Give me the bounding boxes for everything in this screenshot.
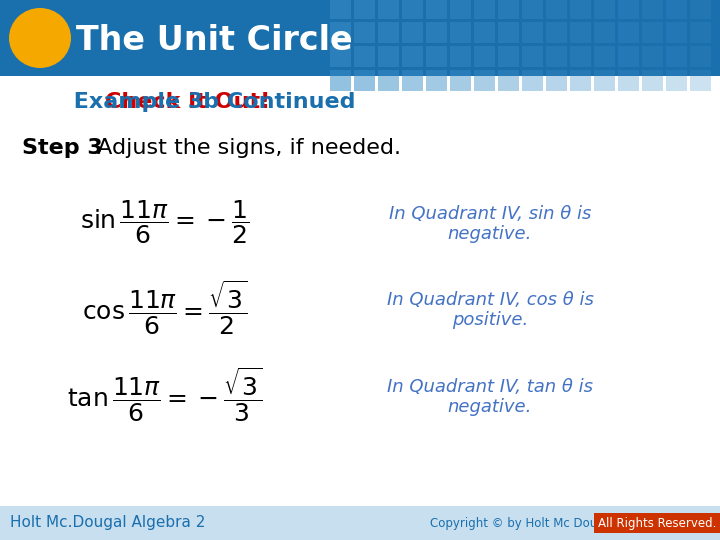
FancyBboxPatch shape <box>570 0 591 19</box>
Text: Holt Mc.Dougal Algebra 2: Holt Mc.Dougal Algebra 2 <box>10 516 205 530</box>
FancyBboxPatch shape <box>450 22 471 43</box>
FancyBboxPatch shape <box>0 0 720 76</box>
FancyBboxPatch shape <box>474 70 495 91</box>
FancyBboxPatch shape <box>522 46 543 67</box>
FancyBboxPatch shape <box>570 22 591 43</box>
FancyBboxPatch shape <box>546 70 567 91</box>
FancyBboxPatch shape <box>642 0 663 19</box>
Text: Adjust the signs, if needed.: Adjust the signs, if needed. <box>90 138 401 158</box>
FancyBboxPatch shape <box>0 506 720 540</box>
FancyBboxPatch shape <box>450 46 471 67</box>
FancyBboxPatch shape <box>594 70 615 91</box>
FancyBboxPatch shape <box>426 0 447 19</box>
FancyBboxPatch shape <box>594 22 615 43</box>
FancyBboxPatch shape <box>546 22 567 43</box>
FancyBboxPatch shape <box>402 46 423 67</box>
FancyBboxPatch shape <box>330 46 351 67</box>
Text: In Quadrant IV, sin θ is: In Quadrant IV, sin θ is <box>389 205 591 223</box>
FancyBboxPatch shape <box>378 46 399 67</box>
FancyBboxPatch shape <box>522 70 543 91</box>
FancyBboxPatch shape <box>426 22 447 43</box>
FancyBboxPatch shape <box>546 46 567 67</box>
FancyBboxPatch shape <box>642 46 663 67</box>
Text: Copyright © by Holt Mc Dougal.: Copyright © by Holt Mc Dougal. <box>430 516 623 530</box>
FancyBboxPatch shape <box>354 46 375 67</box>
FancyBboxPatch shape <box>474 0 495 19</box>
FancyBboxPatch shape <box>690 22 711 43</box>
FancyBboxPatch shape <box>570 46 591 67</box>
FancyBboxPatch shape <box>618 0 639 19</box>
FancyBboxPatch shape <box>474 22 495 43</box>
FancyBboxPatch shape <box>402 70 423 91</box>
FancyBboxPatch shape <box>378 0 399 19</box>
FancyBboxPatch shape <box>378 22 399 43</box>
FancyBboxPatch shape <box>498 70 519 91</box>
Text: The Unit Circle: The Unit Circle <box>76 24 353 57</box>
FancyBboxPatch shape <box>354 0 375 19</box>
FancyBboxPatch shape <box>450 70 471 91</box>
FancyBboxPatch shape <box>402 0 423 19</box>
FancyBboxPatch shape <box>666 22 687 43</box>
FancyBboxPatch shape <box>498 22 519 43</box>
FancyBboxPatch shape <box>690 0 711 19</box>
FancyBboxPatch shape <box>498 46 519 67</box>
FancyBboxPatch shape <box>330 70 351 91</box>
FancyBboxPatch shape <box>426 46 447 67</box>
Text: $\mathrm{cos}\,\dfrac{11\pi}{6} = \dfrac{\sqrt{3}}{2}$: $\mathrm{cos}\,\dfrac{11\pi}{6} = \dfrac… <box>82 279 248 337</box>
FancyBboxPatch shape <box>690 70 711 91</box>
FancyBboxPatch shape <box>642 70 663 91</box>
FancyBboxPatch shape <box>618 22 639 43</box>
FancyBboxPatch shape <box>426 70 447 91</box>
FancyBboxPatch shape <box>474 46 495 67</box>
FancyBboxPatch shape <box>330 0 351 19</box>
FancyBboxPatch shape <box>522 0 543 19</box>
FancyBboxPatch shape <box>354 22 375 43</box>
FancyBboxPatch shape <box>354 70 375 91</box>
Text: negative.: negative. <box>448 398 532 416</box>
FancyBboxPatch shape <box>666 46 687 67</box>
FancyBboxPatch shape <box>546 0 567 19</box>
FancyBboxPatch shape <box>522 22 543 43</box>
FancyBboxPatch shape <box>594 0 615 19</box>
Text: In Quadrant IV, tan θ is: In Quadrant IV, tan θ is <box>387 378 593 396</box>
FancyBboxPatch shape <box>570 70 591 91</box>
FancyBboxPatch shape <box>594 46 615 67</box>
Text: Check It Out!: Check It Out! <box>105 92 270 112</box>
FancyBboxPatch shape <box>642 22 663 43</box>
Text: $\mathrm{sin}\,\dfrac{11\pi}{6} = -\dfrac{1}{2}$: $\mathrm{sin}\,\dfrac{11\pi}{6} = -\dfra… <box>81 198 250 246</box>
FancyBboxPatch shape <box>330 22 351 43</box>
Text: Step 3: Step 3 <box>22 138 103 158</box>
Text: positive.: positive. <box>452 311 528 329</box>
FancyBboxPatch shape <box>378 70 399 91</box>
Text: Example 3b Continued: Example 3b Continued <box>66 92 355 112</box>
FancyBboxPatch shape <box>690 46 711 67</box>
Text: $\mathrm{tan}\,\dfrac{11\pi}{6} = -\dfrac{\sqrt{3}}{3}$: $\mathrm{tan}\,\dfrac{11\pi}{6} = -\dfra… <box>68 366 263 424</box>
Text: All Rights Reserved.: All Rights Reserved. <box>598 516 716 530</box>
Text: In Quadrant IV, cos θ is: In Quadrant IV, cos θ is <box>387 291 593 309</box>
FancyBboxPatch shape <box>618 46 639 67</box>
FancyBboxPatch shape <box>618 70 639 91</box>
FancyBboxPatch shape <box>450 0 471 19</box>
FancyBboxPatch shape <box>498 0 519 19</box>
Text: negative.: negative. <box>448 225 532 243</box>
Ellipse shape <box>9 8 71 68</box>
FancyBboxPatch shape <box>666 70 687 91</box>
FancyBboxPatch shape <box>402 22 423 43</box>
FancyBboxPatch shape <box>666 0 687 19</box>
